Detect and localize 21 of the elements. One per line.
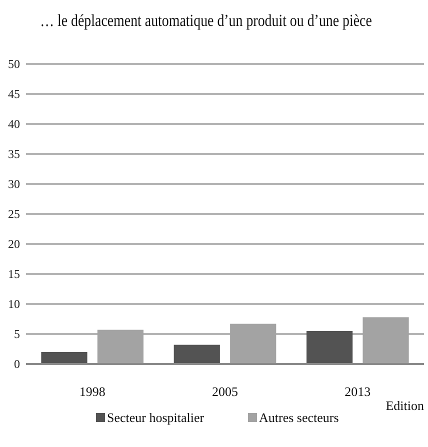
y-tick-label: 45	[8, 87, 20, 102]
y-tick-label: 30	[8, 177, 20, 192]
legend-label: Secteur hospitalier	[107, 410, 205, 425]
chart-title: … le déplacement automatique d’un produit ou d’une pièce	[40, 12, 372, 30]
bar	[41, 352, 88, 364]
x-tick-label: 2013	[344, 384, 371, 399]
y-tick-label: 10	[8, 297, 20, 312]
y-tick-label: 15	[8, 267, 20, 282]
y-tick-label: 50	[8, 57, 20, 72]
y-tick-label: 0	[14, 357, 20, 372]
bar	[174, 344, 220, 364]
x-axis-title: Edition	[386, 398, 424, 413]
x-tick-label: 1998	[79, 384, 106, 399]
y-tick-label: 25	[8, 207, 20, 222]
y-tick-label: 5	[14, 327, 20, 342]
y-tick-label: 40	[8, 117, 20, 132]
x-tick-label: 2005	[212, 384, 238, 399]
bar	[306, 331, 353, 364]
legend-label: Autres secteurs	[259, 410, 339, 425]
y-tick-label: 20	[8, 237, 20, 252]
y-tick-label: 35	[8, 147, 20, 162]
